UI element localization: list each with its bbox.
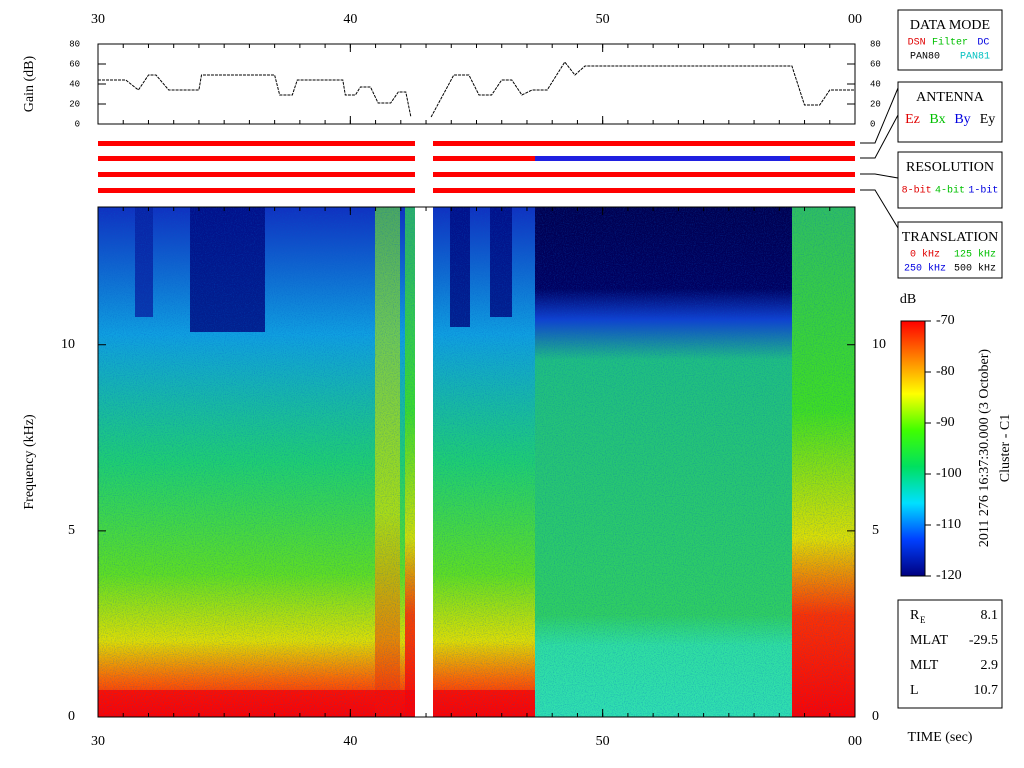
colorbar-tick-label: -120	[936, 568, 962, 583]
legend-item: 1-bit	[968, 185, 998, 197]
y-tick-label: 5	[872, 523, 879, 538]
legend-item: 125 kHz	[954, 249, 996, 261]
y-tick-label: 80	[870, 39, 881, 49]
colorbar-tick-label: -100	[936, 466, 962, 481]
y-tick-label: 60	[69, 59, 80, 69]
gain-frame	[97, 43, 856, 125]
x-tick-label: 00	[848, 12, 862, 27]
legend-item: Ez	[905, 112, 920, 127]
legend-item: 500 kHz	[954, 263, 996, 275]
x-tick-label: 50	[596, 734, 610, 749]
legend-title: TRANSLATION	[902, 230, 998, 245]
orbit-label: L	[910, 683, 919, 698]
legend-item: 0 kHz	[910, 249, 940, 261]
y-tick-label: 0	[870, 119, 875, 129]
legend-item: 8-bit	[902, 185, 932, 197]
y-axis-label: Gain (dB)	[22, 55, 37, 112]
legend-box	[897, 81, 1003, 143]
orbit-label: MLAT	[910, 633, 949, 648]
legend-box	[897, 151, 1003, 209]
legend-item: Filter	[932, 37, 968, 49]
legend-item: 4-bit	[935, 185, 965, 197]
legend-title: RESOLUTION	[906, 160, 994, 175]
y-tick-label: 0	[872, 709, 879, 724]
spectrogram-image	[98, 207, 855, 717]
legend-title: DATA MODE	[910, 18, 990, 33]
y-tick-label: 10	[872, 337, 886, 352]
legend-item: Ey	[980, 112, 996, 127]
colorbar	[900, 320, 926, 577]
x-axis-label: TIME (sec)	[908, 730, 973, 745]
x-tick-label: 30	[91, 734, 105, 749]
orbit-value: 8.1	[981, 608, 999, 623]
y-tick-label: 10	[61, 337, 75, 352]
y-tick-label: 60	[870, 59, 881, 69]
gain-line	[98, 61, 855, 118]
colorbar-tick-label: -70	[936, 313, 955, 328]
y-tick-label: 40	[69, 79, 80, 89]
legend-box	[897, 221, 1003, 279]
legend-item: DSN	[908, 38, 926, 49]
legend-item: PAN81	[960, 52, 990, 63]
x-tick-label: 50	[596, 12, 610, 27]
orbit-value: 10.7	[974, 683, 999, 698]
legend-item: By	[954, 112, 970, 127]
colorbar-tick-label: -90	[936, 415, 955, 430]
y-axis-label: Frequency (kHz)	[22, 414, 37, 510]
y-tick-label: 40	[870, 79, 881, 89]
y-tick-label: 0	[68, 709, 75, 724]
y-tick-label: 0	[75, 119, 80, 129]
legend-item: PAN80	[910, 52, 940, 63]
y-tick-label: 5	[68, 523, 75, 538]
y-tick-label: 20	[69, 99, 80, 109]
chart-title: 2011 276 16:37:30.000 (3 October)	[977, 349, 992, 548]
y-tick-label: 80	[69, 39, 80, 49]
orbit-value: 2.9	[981, 658, 999, 673]
x-tick-label: 00	[848, 734, 862, 749]
orbit-value: -29.5	[969, 633, 998, 648]
legend-item: Bx	[929, 112, 945, 127]
y-tick-label: 20	[870, 99, 881, 109]
legend-item: DC	[977, 38, 989, 49]
orbit-box	[897, 599, 1003, 709]
x-tick-label: 40	[343, 734, 357, 749]
connectors	[860, 87, 899, 229]
chart-subtitle: Cluster - C1	[998, 414, 1013, 482]
orbit-label: MLT	[910, 658, 939, 673]
colorbar-tick-label: -110	[936, 517, 961, 532]
legend-title: ANTENNA	[916, 90, 985, 105]
status-bars	[98, 141, 855, 193]
orbit-label: R	[910, 608, 920, 623]
legend-box	[897, 9, 1003, 71]
colorbar-label: dB	[900, 292, 916, 307]
x-tick-label: 30	[91, 12, 105, 27]
legend-item: 250 kHz	[904, 263, 946, 275]
x-tick-label: 40	[343, 12, 357, 27]
orbit-label-sub: E	[920, 615, 926, 625]
colorbar-tick-label: -80	[936, 364, 955, 379]
